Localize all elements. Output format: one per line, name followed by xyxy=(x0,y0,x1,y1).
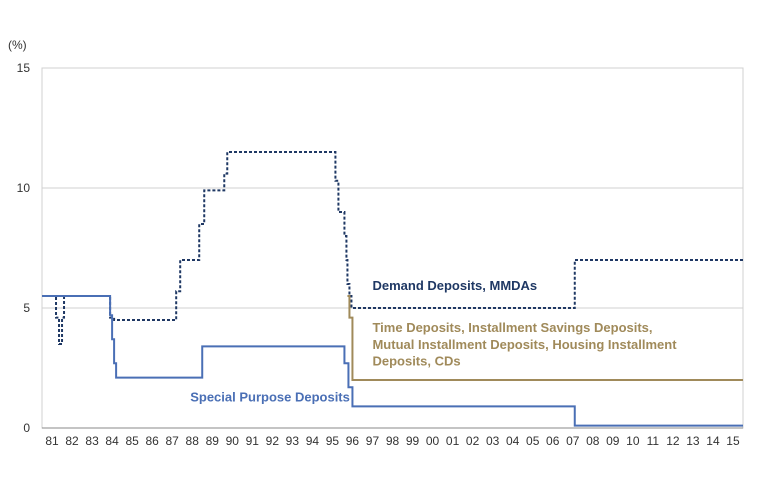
series-annotation: Time Deposits, Installment Savings Depos… xyxy=(372,320,652,335)
x-tick-label: 08 xyxy=(586,434,600,448)
series-line-3 xyxy=(42,295,743,427)
x-tick-label: 94 xyxy=(306,434,320,448)
y-tick-label: 15 xyxy=(17,61,31,75)
y-tick-label: 0 xyxy=(23,421,30,435)
y-unit-label: (%) xyxy=(8,38,27,52)
x-tick-label: 92 xyxy=(266,434,280,448)
x-tick-label: 89 xyxy=(206,434,220,448)
series-annotation: Special Purpose Deposits xyxy=(190,390,350,405)
x-tick-label: 84 xyxy=(105,434,119,448)
x-tick-label: 81 xyxy=(45,434,59,448)
x-tick-label: 09 xyxy=(606,434,620,448)
x-tick-label: 00 xyxy=(426,434,440,448)
x-tick-label: 07 xyxy=(566,434,580,448)
x-tick-label: 85 xyxy=(125,434,139,448)
x-tick-label: 14 xyxy=(706,434,720,448)
x-tick-label: 97 xyxy=(366,434,380,448)
plot-frame xyxy=(41,67,744,429)
y-tick-label: 5 xyxy=(23,301,30,315)
x-tick-label: 05 xyxy=(526,434,540,448)
x-tick-label: 96 xyxy=(346,434,360,448)
x-tick-label: 87 xyxy=(166,434,180,448)
x-tick-label: 93 xyxy=(286,434,300,448)
series-line-2 xyxy=(347,295,743,381)
series-lines xyxy=(42,151,743,427)
x-tick-label: 90 xyxy=(226,434,240,448)
x-tick-label: 86 xyxy=(145,434,159,448)
series-annotation: Deposits, CDs xyxy=(372,354,460,369)
series-annotation: Demand Deposits, MMDAs xyxy=(372,278,537,293)
x-tick-label: 01 xyxy=(446,434,460,448)
x-tick-label: 98 xyxy=(386,434,400,448)
x-tick-label: 11 xyxy=(647,434,660,448)
x-tick-label: 04 xyxy=(506,434,520,448)
x-tick-label: 03 xyxy=(486,434,500,448)
x-tick-label: 13 xyxy=(686,434,700,448)
x-tick-label: 10 xyxy=(626,434,640,448)
grid xyxy=(41,67,744,429)
x-tick-label: 02 xyxy=(466,434,480,448)
series-line-1 xyxy=(42,151,743,345)
series-annotation: Mutual Installment Deposits, Housing Ins… xyxy=(372,337,677,352)
y-tick-label: 10 xyxy=(17,181,31,195)
x-tick-label: 95 xyxy=(326,434,340,448)
x-tick-label: 15 xyxy=(726,434,740,448)
x-tick-label: 99 xyxy=(406,434,420,448)
x-tick-label: 06 xyxy=(546,434,560,448)
x-tick-label: 83 xyxy=(85,434,99,448)
y-ticks: 15 10 5 0 xyxy=(17,61,31,435)
x-tick-label: 88 xyxy=(186,434,200,448)
x-tick-label: 91 xyxy=(246,434,260,448)
x-tick-label: 82 xyxy=(65,434,79,448)
x-tick-label: 12 xyxy=(666,434,680,448)
x-ticks: 81 82 83 84 85 86 87 88 89 90 91 92 93 94 95 96 97 98 99 00… xyxy=(45,434,740,448)
annotations: Demand Deposits, MMDAs Time Deposits, Ins… xyxy=(190,278,677,405)
